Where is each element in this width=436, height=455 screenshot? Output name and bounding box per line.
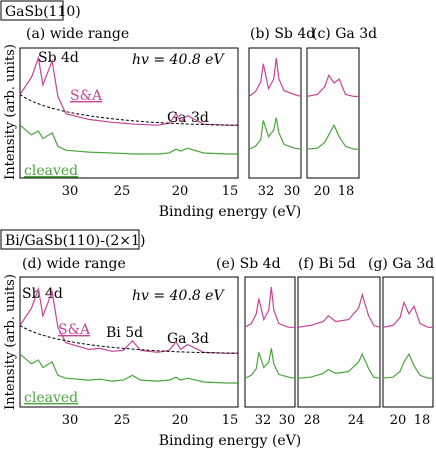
series-label-cleaved-d: cleaved bbox=[24, 390, 78, 406]
tick-b-30: 30 bbox=[284, 184, 301, 199]
tick-g-18: 18 bbox=[414, 413, 431, 428]
tick-a-15: 15 bbox=[222, 184, 239, 199]
tick-c-18: 18 bbox=[338, 184, 355, 199]
spectrum-c-cleaved bbox=[306, 123, 359, 150]
panel-e-frame bbox=[244, 276, 296, 408]
panel-d-label: (d) wide range bbox=[22, 256, 126, 272]
panel-e-label: (e) Sb 4d bbox=[216, 256, 281, 272]
annot-hv-a: hv = 40.8 eV bbox=[132, 52, 225, 68]
ylabel-d: Intensity (arb. units) bbox=[3, 274, 18, 410]
xticks-b: 32 30 bbox=[258, 184, 301, 199]
background-fit-a bbox=[19, 94, 239, 126]
panel-b-frame bbox=[248, 47, 302, 179]
xticks-g: 20 18 bbox=[390, 413, 431, 428]
ylabel-a: Intensity (arb. units) bbox=[3, 44, 18, 180]
spectrum-d-sa bbox=[19, 286, 238, 354]
panel-g-frame bbox=[382, 276, 434, 408]
panel-b-label: (b) Sb 4d bbox=[250, 26, 315, 42]
spectrum-b-cleaved bbox=[248, 117, 302, 150]
tick-e-30: 30 bbox=[279, 413, 296, 428]
section-b-title: Bi/GaSb(110)-(2×1) bbox=[5, 233, 145, 249]
tick-g-20: 20 bbox=[390, 413, 407, 428]
panel-d-frame bbox=[19, 276, 239, 408]
annot-hv-d: hv = 40.8 eV bbox=[132, 288, 225, 304]
xticks-a: 30 25 20 15 bbox=[62, 184, 239, 199]
spectrum-f-sa bbox=[297, 292, 381, 328]
annot-bi5d-d: Bi 5d bbox=[106, 325, 143, 341]
xlabel-d: Binding energy (eV) bbox=[159, 433, 302, 449]
spectrum-d-cleaved bbox=[19, 353, 238, 384]
tick-d-25: 25 bbox=[114, 413, 131, 428]
spectrum-a-cleaved bbox=[19, 124, 238, 155]
panel-a-frame bbox=[19, 47, 239, 179]
section-b-title-box bbox=[0, 229, 140, 250]
tick-a-20: 20 bbox=[172, 184, 189, 199]
section-a-title-box bbox=[0, 0, 64, 21]
panel-f-frame bbox=[297, 276, 381, 408]
xlabel-a: Binding energy (eV) bbox=[159, 204, 302, 220]
tick-b-32: 32 bbox=[258, 184, 275, 199]
tick-d-30: 30 bbox=[62, 413, 79, 428]
spectrum-g-sa bbox=[382, 300, 433, 328]
panel-g-label: (g) Ga 3d bbox=[368, 256, 434, 272]
series-label-sa-d: S&A bbox=[58, 322, 91, 338]
tick-c-20: 20 bbox=[314, 184, 331, 199]
xticks-d: 30 25 20 15 bbox=[62, 413, 239, 428]
xticks-e: 32 30 bbox=[255, 413, 296, 428]
spectrum-c-sa bbox=[306, 73, 359, 98]
spectrum-a-sa bbox=[19, 55, 238, 126]
spectrum-g-cleaved bbox=[382, 352, 433, 379]
spectrum-b-sa bbox=[248, 57, 302, 97]
spectrum-f-cleaved bbox=[297, 352, 381, 379]
panel-c-label: (c) Ga 3d bbox=[312, 26, 377, 42]
tick-e-32: 32 bbox=[255, 413, 272, 428]
series-label-cleaved-a: cleaved bbox=[24, 163, 78, 179]
tick-a-30: 30 bbox=[62, 184, 79, 199]
panel-c-frame bbox=[306, 47, 360, 179]
annot-sb4d-d: Sb 4d bbox=[22, 286, 63, 302]
spectrum-e-cleaved bbox=[244, 348, 296, 379]
xticks-c: 20 18 bbox=[314, 184, 355, 199]
spectra-layer bbox=[19, 55, 433, 384]
spectrum-e-sa bbox=[244, 286, 295, 328]
xticks-f: 28 24 bbox=[304, 413, 365, 428]
panel-f-label: (f) Bi 5d bbox=[298, 256, 356, 272]
tick-d-15: 15 bbox=[222, 413, 239, 428]
panel-a-label: (a) wide range bbox=[26, 26, 129, 42]
section-a-title: GaSb(110) bbox=[5, 4, 81, 20]
tick-d-20: 20 bbox=[172, 413, 189, 428]
background-fit-d bbox=[19, 324, 239, 354]
annot-sb4d-a: Sb 4d bbox=[38, 50, 79, 66]
tick-f-24: 24 bbox=[348, 413, 365, 428]
tick-f-28: 28 bbox=[304, 413, 321, 428]
series-label-sa-a: S&A bbox=[70, 88, 103, 104]
tick-a-25: 25 bbox=[114, 184, 131, 199]
